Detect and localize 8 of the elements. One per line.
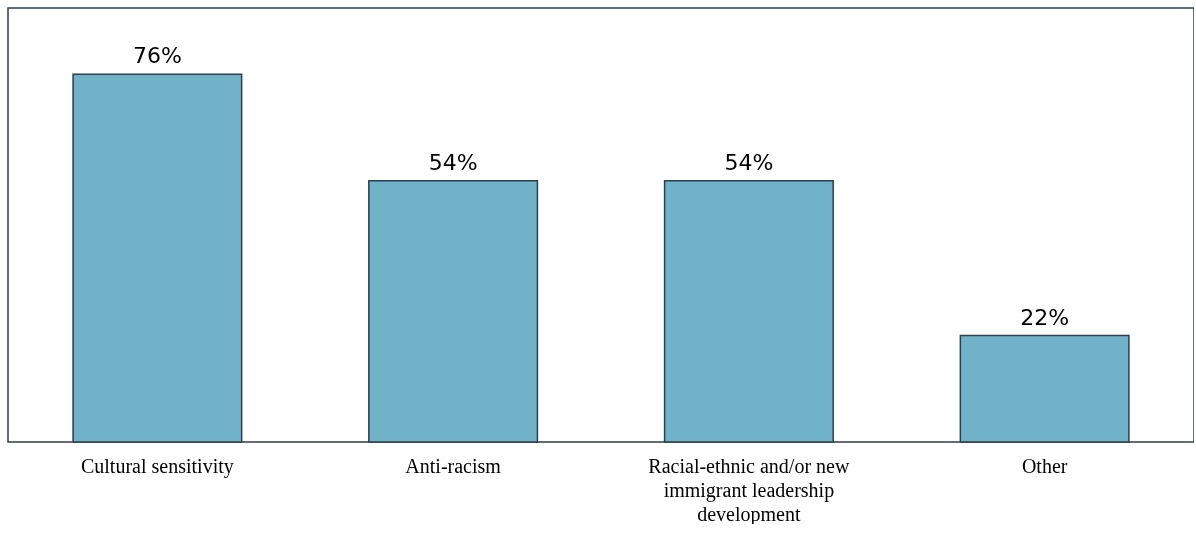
x-tick-label: Racial-ethnic and/or new immigrant leadership development	[648, 454, 850, 526]
data-label: 54%	[724, 149, 774, 175]
data-label: 54%	[428, 149, 478, 175]
x-tick-label: Cultural sensitivity	[80, 454, 234, 478]
x-tick-label: Anti-racism	[405, 454, 502, 477]
data-label: 22%	[1020, 304, 1070, 330]
data-label: 76%	[132, 43, 182, 69]
x-tick-label: Other	[1021, 454, 1068, 477]
